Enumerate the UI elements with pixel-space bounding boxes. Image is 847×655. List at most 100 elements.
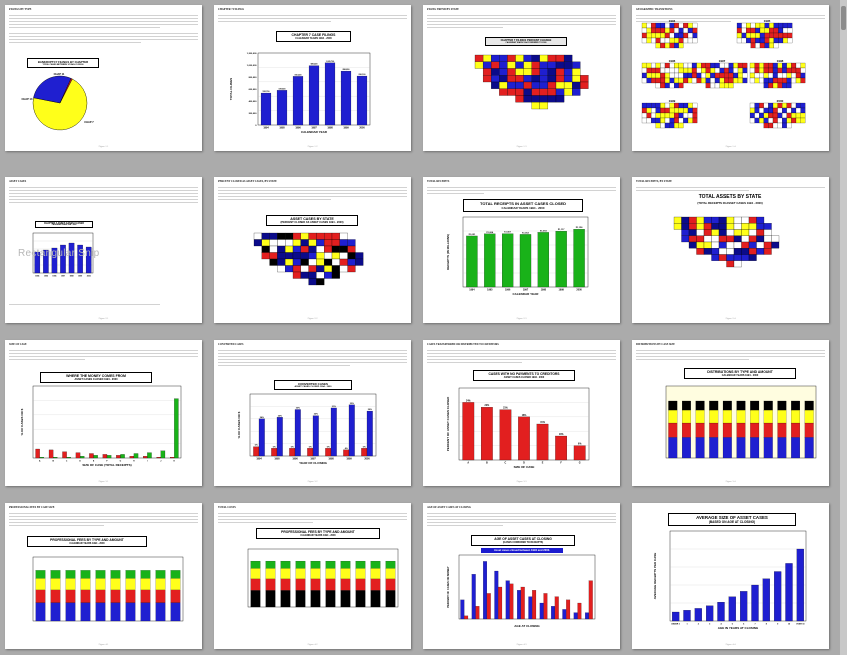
state-region — [777, 67, 783, 74]
state-region — [674, 117, 679, 124]
page-thumbnail[interactable]: ASSET CASES CHAPTER 7 ASSET CASES CLOSED… — [5, 177, 202, 323]
state-region — [655, 122, 661, 129]
tick-label: 2000 — [576, 289, 582, 292]
bar — [116, 455, 121, 459]
bar — [62, 451, 67, 459]
state-region — [733, 62, 739, 69]
stack-segment — [355, 590, 366, 608]
state-region — [664, 62, 670, 69]
tick-label: 1997 — [310, 458, 316, 461]
tick-label: 1999 — [78, 276, 82, 278]
bar — [536, 423, 549, 461]
state-region — [711, 229, 720, 236]
state-region — [324, 232, 333, 240]
bar — [85, 246, 92, 274]
state-region — [482, 68, 492, 76]
page-thumbnail[interactable]: TOTAL RECEIPTS, BY STATE TOTAL ASSETS BY… — [632, 177, 829, 323]
state-region — [674, 102, 679, 109]
page-thumbnail[interactable]: SIZE OF CASE WHERE THE MONEY COMES FROM … — [5, 340, 202, 486]
bar — [43, 249, 49, 274]
state-region — [791, 117, 797, 124]
page-thumbnail[interactable]: DISTRIBUTIONS BY CASE SIZE DISTRIBUTIONS… — [632, 340, 829, 486]
state-region — [733, 254, 742, 261]
page-thumbnail[interactable]: GEOGRAPHIC TRANSITIONS 1994 1995 1996 1997 1… — [632, 5, 829, 151]
stack-segment — [709, 400, 719, 411]
page-thumbnail[interactable]: CHAPTER 7 FILINGS CHAPTER 7 CASE FILINGS… — [214, 5, 411, 151]
state-region — [539, 95, 549, 103]
tick-label: 1 — [686, 624, 688, 626]
state-region — [300, 232, 309, 240]
state-region — [491, 75, 500, 83]
state-region — [703, 216, 712, 224]
data-label: 1,035,700 — [326, 61, 334, 63]
page-thumbnail[interactable]: FILINGS BY TYPE BANKRUPTCY FILINGS BY CH… — [5, 5, 202, 151]
chart-title-box: PROFESSIONAL FEES BY TYPE AND AMOUNT CAL… — [256, 528, 380, 539]
stack-segment — [709, 422, 719, 438]
bar — [509, 583, 514, 620]
state-region — [696, 62, 702, 69]
stack-segment — [95, 570, 106, 579]
page-thumbnail[interactable]: PROFESSIONAL FEES BY CASE SIZE PROFESSIO… — [5, 503, 202, 649]
bar — [537, 232, 549, 288]
page-thumbnail[interactable]: TOTAL COSTS PROFESSIONAL FEES BY TYPE AN… — [214, 503, 411, 649]
state-region — [764, 42, 770, 49]
state-region — [664, 112, 670, 119]
state-region — [711, 254, 720, 261]
state-region — [786, 112, 792, 119]
state-region — [646, 117, 652, 124]
bar — [160, 450, 166, 459]
state-region — [474, 61, 484, 69]
stack-segment — [155, 570, 166, 579]
page-thumbnail[interactable]: PERCENT CLOSED AS ASSET CASES, BY STATE … — [214, 177, 411, 323]
bar — [762, 578, 770, 622]
state-region — [778, 22, 784, 29]
state-region — [724, 82, 729, 89]
state-region — [714, 82, 720, 89]
state-region — [669, 112, 675, 119]
state-region — [347, 265, 356, 273]
map-year-label: 1998 — [777, 59, 784, 63]
state-region — [660, 37, 666, 44]
bar — [106, 455, 112, 459]
scrollbar-thumb[interactable] — [841, 6, 846, 30]
vertical-scrollbar[interactable] — [840, 0, 847, 655]
state-region — [292, 258, 301, 266]
state-region — [308, 258, 317, 266]
state-region — [763, 112, 769, 119]
state-region — [664, 32, 670, 39]
state-region — [733, 72, 739, 79]
page-thumbnail[interactable]: FILING TREND BY STATE CHAPTER 7 FILINGS … — [423, 5, 620, 151]
state-region — [563, 61, 573, 69]
state-region — [316, 239, 325, 247]
page-thumbnail[interactable]: AGE OF ASSET CASES AT CLOSING AGE OF ASS… — [423, 503, 620, 649]
state-region — [572, 61, 581, 69]
state-region — [736, 32, 742, 39]
figure-caption: Figure 3.2 — [307, 480, 318, 483]
state-region — [687, 112, 693, 119]
state-region — [324, 258, 333, 266]
stack-segment — [65, 570, 76, 579]
tick-label: 1994 — [256, 458, 262, 461]
page-thumbnail[interactable]: CONVERTED CASES CONVERTED CASES ASSET CA… — [214, 340, 411, 486]
state-region — [664, 102, 670, 109]
chart-subtitle: CALENDAR YEARS 1994 - 2000 — [51, 225, 77, 226]
state-region — [674, 37, 679, 44]
us-map — [673, 216, 780, 268]
state-region — [539, 75, 549, 83]
page-thumbnail[interactable]: CASES TRANSFERRED OR DISTRIBUTED TO CRED… — [423, 340, 620, 486]
state-region — [763, 229, 772, 236]
stack-segment — [791, 422, 800, 438]
state-region — [555, 54, 565, 62]
state-region — [681, 216, 690, 224]
page-thumbnail[interactable]: AVERAGE SIZE OF ASSET CASES (BASED ON AG… — [632, 503, 829, 649]
state-region — [547, 95, 557, 103]
state-region — [678, 122, 684, 129]
bar — [93, 455, 98, 459]
state-region — [683, 72, 689, 79]
state-region — [773, 32, 779, 39]
stack-segment — [35, 570, 46, 579]
page-thumbnail[interactable]: TOTAL RECEIPTS TOTAL RECEIPTS IN ASSET C… — [423, 177, 620, 323]
state-region — [523, 68, 532, 76]
state-region — [580, 81, 589, 89]
state-region — [795, 67, 801, 74]
